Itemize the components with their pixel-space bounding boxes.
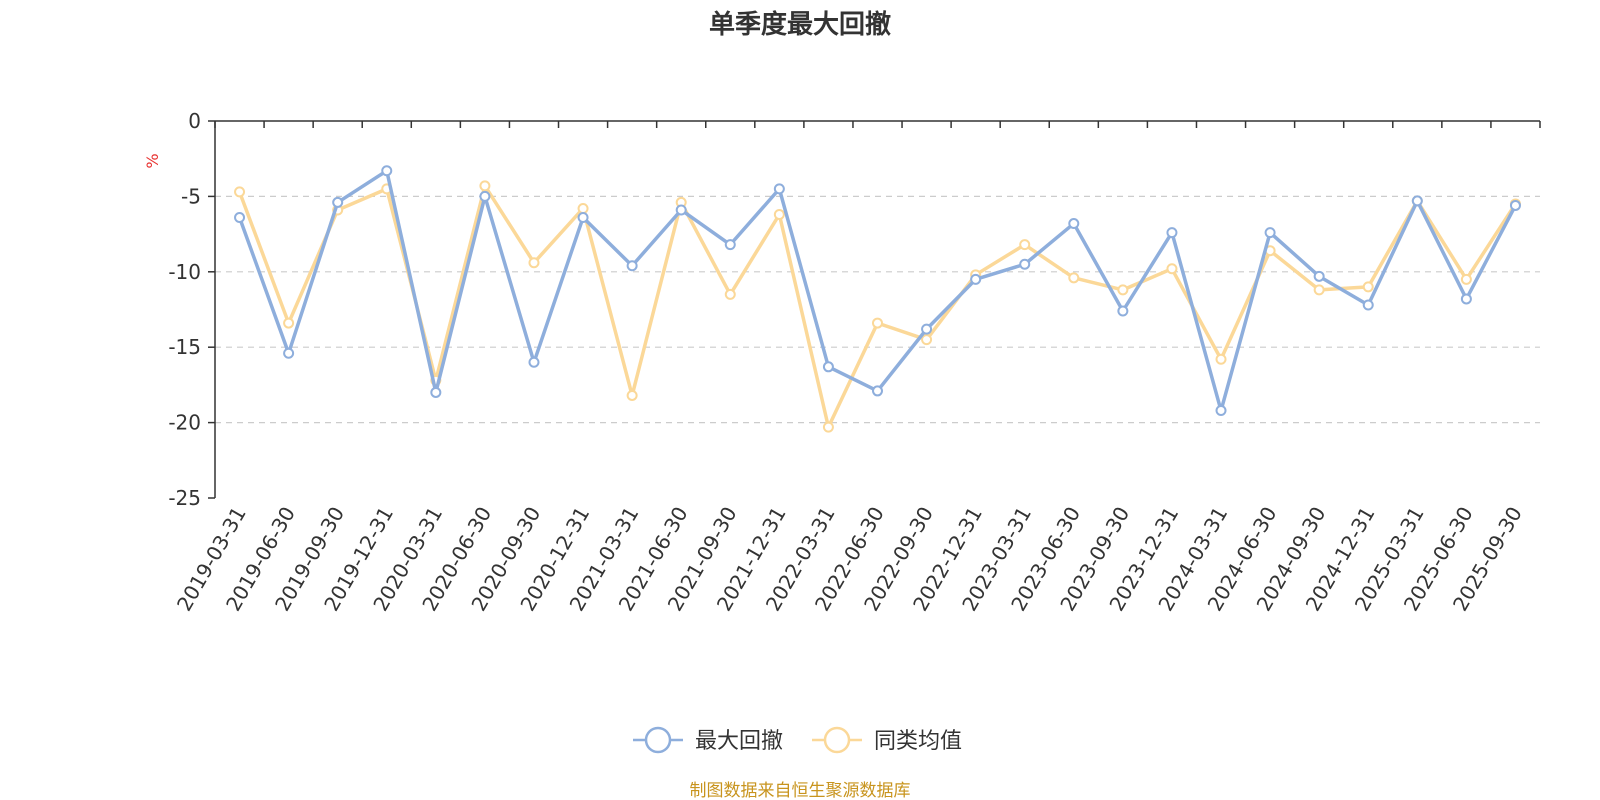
legend-marker-icon bbox=[644, 726, 672, 754]
legend-marker-icon bbox=[823, 726, 851, 754]
data-point bbox=[822, 421, 834, 433]
data-point bbox=[1215, 353, 1227, 365]
y-tick-label: -25 bbox=[168, 486, 201, 510]
data-point bbox=[773, 183, 785, 195]
data-point bbox=[1117, 284, 1129, 296]
data-point bbox=[1068, 218, 1080, 230]
data-point bbox=[528, 257, 540, 269]
data-point bbox=[724, 239, 736, 251]
data-point bbox=[528, 356, 540, 368]
data-point bbox=[577, 212, 589, 224]
axes bbox=[214, 120, 1540, 498]
data-point bbox=[970, 273, 982, 285]
legend-label: 同类均值 bbox=[874, 729, 962, 754]
data-point bbox=[872, 317, 883, 329]
data-point bbox=[332, 196, 344, 208]
data-point bbox=[773, 208, 785, 220]
data-point bbox=[479, 190, 491, 202]
data-point bbox=[1460, 293, 1472, 305]
data-point bbox=[822, 361, 834, 373]
data-point bbox=[430, 386, 442, 398]
data-point bbox=[577, 202, 589, 214]
y-axis-unit: % bbox=[143, 153, 162, 168]
y-tick-label: -20 bbox=[168, 411, 201, 435]
y-axis-ticks: 0 -5 -10 -15 -20 -25 bbox=[168, 109, 215, 510]
data-point bbox=[921, 323, 933, 335]
y-tick-label: 0 bbox=[188, 109, 201, 133]
chart-title: 单季度最大回撤 bbox=[709, 9, 891, 40]
data-point bbox=[1166, 263, 1178, 275]
data-point bbox=[1509, 199, 1521, 211]
series-0 bbox=[234, 165, 1521, 417]
data-point bbox=[1411, 195, 1423, 207]
y-tick-label: -15 bbox=[168, 335, 201, 359]
data-point bbox=[872, 385, 883, 397]
data-point bbox=[724, 288, 736, 300]
series-1 bbox=[234, 180, 1521, 433]
data-point bbox=[626, 260, 638, 272]
series-layer bbox=[234, 165, 1521, 433]
data-point bbox=[283, 317, 295, 329]
data-point bbox=[1019, 239, 1031, 251]
data-point bbox=[1264, 227, 1276, 239]
data-point bbox=[1313, 270, 1325, 282]
data-point bbox=[1362, 281, 1374, 293]
data-point bbox=[234, 186, 246, 198]
data-point bbox=[626, 389, 638, 401]
data-point bbox=[1019, 258, 1031, 270]
y-tick-label: -10 bbox=[168, 260, 201, 284]
y-tick-label: -5 bbox=[181, 184, 201, 208]
data-point bbox=[1313, 284, 1325, 296]
data-point bbox=[1166, 227, 1178, 239]
data-point bbox=[675, 204, 687, 216]
data-point bbox=[234, 212, 246, 224]
data-point bbox=[283, 347, 295, 359]
data-point bbox=[1362, 299, 1374, 311]
data-point bbox=[1460, 273, 1472, 285]
legend: 最大回撤 同类均值 bbox=[633, 726, 962, 754]
data-point bbox=[921, 334, 933, 346]
data-point bbox=[1117, 305, 1129, 317]
data-point bbox=[479, 180, 491, 192]
legend-label: 最大回撤 bbox=[695, 729, 783, 754]
source-note: 制图数据来自恒生聚源数据库 bbox=[690, 781, 911, 800]
data-point bbox=[1068, 272, 1080, 284]
data-point bbox=[381, 165, 393, 177]
data-point bbox=[1215, 405, 1227, 417]
